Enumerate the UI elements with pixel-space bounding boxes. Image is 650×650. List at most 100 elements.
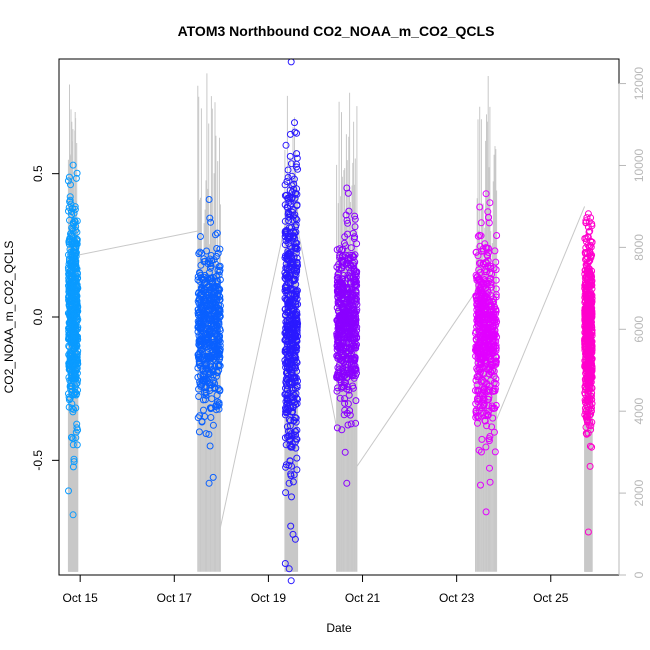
data-point xyxy=(290,275,297,283)
data-point xyxy=(282,331,290,339)
data-point xyxy=(285,565,293,573)
data-point xyxy=(342,334,350,342)
data-point xyxy=(66,352,74,360)
data-point xyxy=(334,364,342,372)
data-point xyxy=(581,270,589,278)
y2-tick-label: 0 xyxy=(632,571,646,578)
data-point xyxy=(485,435,493,443)
data-point xyxy=(290,416,298,424)
data-point xyxy=(214,402,222,410)
data-point xyxy=(335,368,343,376)
data-point xyxy=(351,365,359,373)
data-point xyxy=(485,342,493,350)
data-point xyxy=(586,300,594,308)
data-point xyxy=(66,279,74,287)
data-point xyxy=(287,577,295,585)
y2-tick-label: 12000 xyxy=(632,67,646,101)
data-point xyxy=(584,429,592,437)
data-point xyxy=(285,267,293,275)
data-point xyxy=(196,233,204,240)
data-point xyxy=(492,357,500,365)
data-point xyxy=(338,325,346,333)
data-point xyxy=(488,423,496,431)
data-point xyxy=(293,311,301,319)
data-point xyxy=(71,331,79,339)
data-point xyxy=(195,299,203,307)
data-point xyxy=(212,231,219,239)
data-point xyxy=(335,365,343,373)
data-point xyxy=(477,303,485,311)
data-point xyxy=(197,274,205,282)
altitude-transit xyxy=(296,222,338,428)
data-point xyxy=(293,426,301,434)
data-point xyxy=(71,388,79,396)
data-point xyxy=(286,347,294,355)
data-point xyxy=(73,420,81,428)
data-point xyxy=(286,422,294,430)
data-point xyxy=(290,175,298,183)
data-point xyxy=(490,303,498,311)
data-point xyxy=(286,286,294,294)
data-point xyxy=(492,285,500,293)
data-point xyxy=(334,321,342,328)
data-point xyxy=(202,375,210,383)
data-point xyxy=(287,160,295,168)
data-point xyxy=(351,357,359,364)
data-point xyxy=(212,346,219,354)
data-point xyxy=(491,448,499,456)
data-point xyxy=(588,443,596,451)
data-point xyxy=(283,283,291,291)
data-point xyxy=(347,297,354,305)
data-point xyxy=(583,288,591,296)
data-point xyxy=(286,251,294,259)
y-tick-label: -0.5 xyxy=(31,450,45,471)
data-point xyxy=(582,238,590,246)
data-point xyxy=(582,373,590,381)
data-point xyxy=(70,238,77,246)
data-point xyxy=(71,203,79,211)
data-point xyxy=(293,435,301,443)
data-point xyxy=(64,177,72,185)
data-point xyxy=(205,298,213,306)
data-point xyxy=(285,213,293,221)
data-point xyxy=(282,461,290,469)
data-point xyxy=(65,260,73,268)
data-point xyxy=(343,479,351,487)
data-point xyxy=(344,254,352,262)
data-point xyxy=(294,165,302,173)
data-point xyxy=(66,245,74,253)
data-point xyxy=(351,233,359,241)
data-point xyxy=(587,322,595,330)
data-point xyxy=(293,160,300,168)
data-point xyxy=(284,166,292,174)
data-point xyxy=(482,443,490,451)
data-point xyxy=(352,397,360,405)
data-point xyxy=(65,236,73,244)
data-point xyxy=(285,479,293,487)
data-point xyxy=(202,430,210,438)
data-point xyxy=(67,266,75,274)
data-point xyxy=(281,348,289,356)
data-point xyxy=(482,290,490,298)
data-point xyxy=(215,405,223,413)
data-point xyxy=(216,353,224,361)
data-point xyxy=(586,379,594,387)
data-point xyxy=(472,406,480,414)
data-point xyxy=(348,350,356,358)
data-point xyxy=(351,212,359,220)
data-point xyxy=(214,249,222,257)
data-point xyxy=(207,218,215,226)
data-point xyxy=(201,312,209,320)
data-point xyxy=(212,406,220,414)
data-point xyxy=(473,373,481,381)
data-point xyxy=(482,306,490,314)
data-point xyxy=(216,308,224,315)
data-point xyxy=(73,424,81,432)
data-point xyxy=(289,530,297,538)
data-point xyxy=(486,478,494,486)
data-point xyxy=(582,313,589,321)
data-point xyxy=(211,342,219,350)
data-point xyxy=(283,178,291,185)
data-point xyxy=(490,428,498,436)
